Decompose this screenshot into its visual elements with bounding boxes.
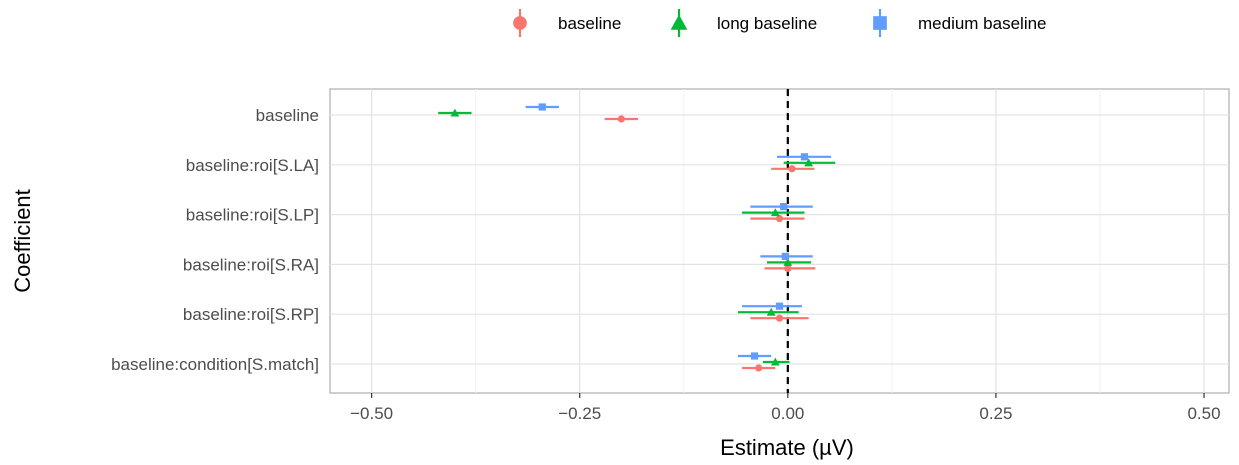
legend-label: medium baseline: [918, 14, 1047, 33]
point-estimate: [538, 103, 546, 111]
legend: baseline long baseline medium baseline: [513, 9, 1047, 37]
series-long-baseline: [438, 108, 836, 366]
series-baseline: [604, 115, 816, 372]
y-axis-title: Coefficient: [10, 189, 35, 293]
gridlines: [330, 89, 1229, 393]
x-tick-label: 0.50: [1187, 404, 1220, 423]
y-tick-label: baseline:condition[S.match]: [111, 355, 319, 374]
point-estimate: [770, 357, 780, 366]
y-tick-label: baseline:roi[S.RP]: [183, 305, 319, 324]
legend-label: long baseline: [717, 14, 817, 33]
legend-key-marker: [670, 14, 688, 30]
point-estimate: [755, 364, 763, 372]
x-tick-label: 0.00: [771, 404, 804, 423]
legend-item: baseline: [513, 9, 621, 37]
point-estimate: [775, 314, 784, 322]
y-tick-label: baseline:roi[S.LA]: [186, 156, 319, 175]
point-estimate: [770, 208, 780, 217]
point-estimate: [784, 264, 792, 272]
point-estimate: [766, 307, 776, 316]
x-tick-label: 0.25: [979, 404, 1012, 423]
legend-key-marker: [513, 16, 527, 30]
point-estimate: [750, 352, 759, 360]
series-marks: [438, 103, 836, 372]
point-estimate: [450, 108, 460, 117]
legend-item: long baseline: [670, 9, 817, 37]
y-tick-labels: baseline baseline:roi[S.LA] baseline:roi[S…: [111, 106, 319, 374]
y-tick-label: baseline: [256, 106, 319, 125]
point-estimate: [775, 215, 784, 223]
point-estimate: [783, 258, 793, 266]
legend-key-marker: [873, 16, 887, 30]
point-estimate: [617, 115, 625, 123]
point-estimate: [788, 165, 796, 173]
legend-item: medium baseline: [873, 9, 1047, 37]
point-estimate: [804, 158, 814, 167]
legend-label: baseline: [558, 14, 621, 33]
point-estimate: [775, 302, 784, 310]
point-estimate: [781, 252, 789, 260]
x-tick-label: −0.50: [350, 404, 393, 423]
y-tick-label: baseline:roi[S.RA]: [183, 255, 319, 274]
x-axis-title: Estimate (µV): [720, 435, 854, 460]
point-estimate: [780, 203, 788, 211]
x-tick-labels: −0.50 −0.25 0.00 0.25 0.50: [350, 393, 1221, 423]
y-tick-label: baseline:roi[S.LP]: [186, 206, 319, 225]
point-estimate: [800, 153, 809, 161]
plot-panel-border: [329, 88, 1230, 394]
series-medium-baseline: [525, 103, 832, 360]
x-tick-label: −0.25: [558, 404, 601, 423]
